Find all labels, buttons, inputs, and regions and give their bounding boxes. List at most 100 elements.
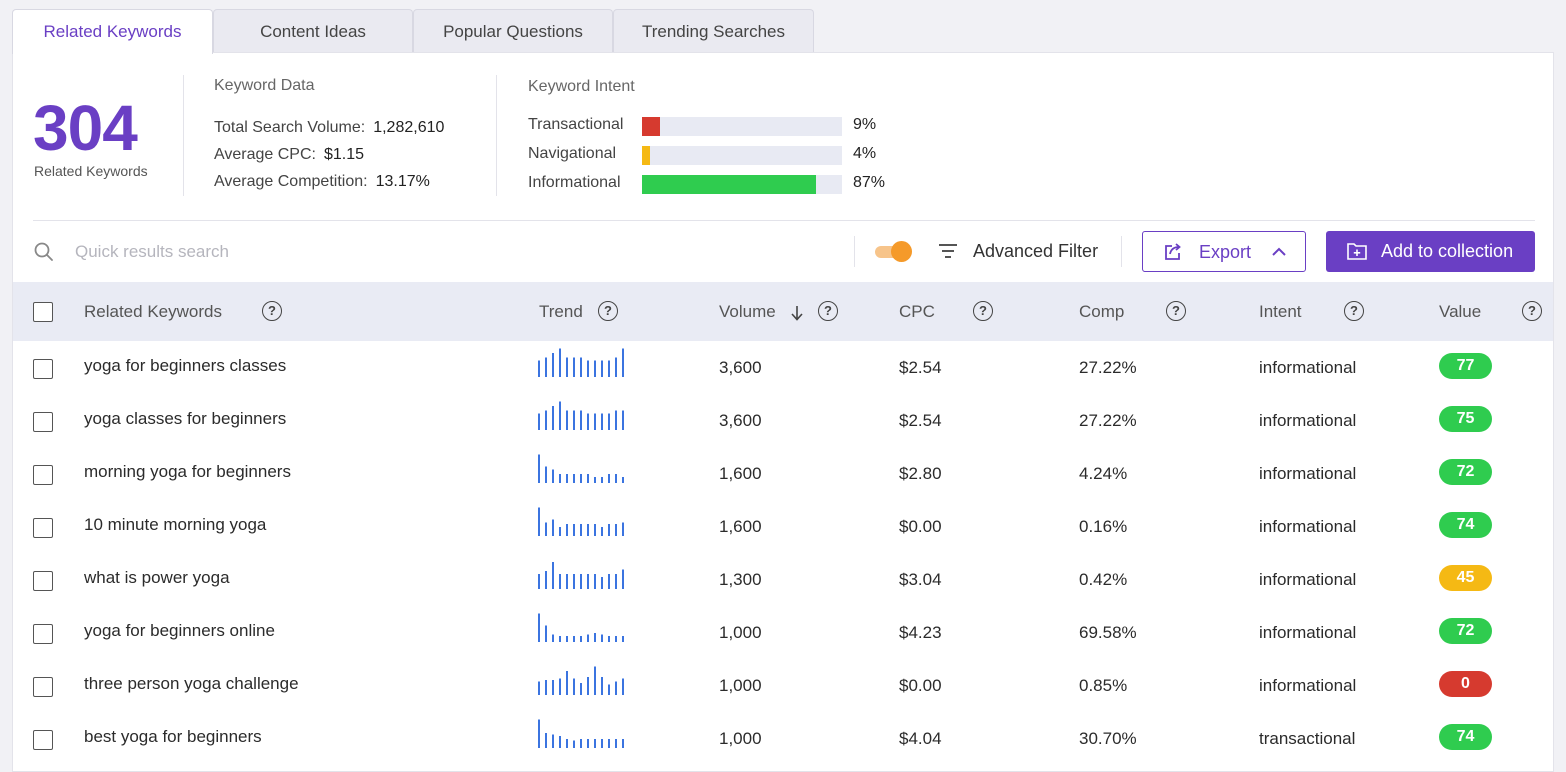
intent-percent: 4% (853, 145, 877, 162)
row-checkbox[interactable] (33, 465, 53, 485)
cpc-cell: $3.04 (899, 570, 942, 589)
row-checkbox[interactable] (33, 730, 53, 750)
header-trend[interactable]: Trend (539, 302, 583, 321)
tab-content-ideas[interactable]: Content Ideas (213, 9, 413, 53)
comp-cell: 0.42% (1079, 570, 1128, 589)
cpc-cell: $4.23 (899, 623, 942, 642)
table-row[interactable]: 10 minute morning yoga 1,600 $0.00 0.16%… (13, 500, 1553, 553)
row-checkbox[interactable] (33, 677, 53, 697)
table-header: Related Keywords ? Trend ? Volume ? CPC … (13, 282, 1553, 341)
header-related-keywords[interactable]: Related Keywords (84, 302, 222, 321)
trend-sparkline (538, 562, 624, 589)
row-checkbox[interactable] (33, 359, 53, 379)
comp-cell: 27.22% (1079, 411, 1137, 430)
keyword-cell[interactable]: best yoga for beginners (84, 727, 262, 746)
table-row[interactable]: yoga for beginners online 1,000 $4.23 69… (13, 606, 1553, 659)
tab-label: Trending Searches (641, 21, 785, 41)
help-icon[interactable]: ? (598, 301, 618, 321)
cpc-cell: $4.04 (899, 729, 942, 748)
header-intent[interactable]: Intent (1259, 302, 1302, 321)
filter-icon[interactable] (937, 241, 959, 261)
table-row[interactable]: yoga for beginners classes 3,600 $2.54 2… (13, 341, 1553, 394)
row-checkbox[interactable] (33, 571, 53, 591)
help-icon[interactable]: ? (1166, 301, 1186, 321)
keyword-cell[interactable]: morning yoga for beginners (84, 462, 291, 481)
table-row[interactable]: what is power yoga 1,300 $3.04 0.42% inf… (13, 553, 1553, 606)
total-search-volume: Total Search Volume: 1,282,610 (214, 119, 444, 137)
stat-value: 13.17% (375, 173, 430, 190)
comp-cell: 0.16% (1079, 517, 1128, 536)
add-to-collection-label: Add to collection (1381, 241, 1514, 261)
cpc-cell: $0.00 (899, 517, 942, 536)
keyword-cell[interactable]: yoga for beginners online (84, 621, 275, 640)
tab-trending-searches[interactable]: Trending Searches (613, 9, 814, 53)
volume-cell: 1,000 (719, 623, 762, 642)
keyword-cell[interactable]: what is power yoga (84, 568, 230, 587)
intent-bar-fill (642, 117, 660, 136)
help-icon[interactable]: ? (262, 301, 282, 321)
cpc-cell: $2.54 (899, 358, 942, 377)
quick-search-input[interactable] (75, 239, 835, 265)
keyword-cell[interactable]: yoga classes for beginners (84, 409, 287, 428)
intent-bar (642, 175, 842, 194)
intent-cell: transactional (1259, 729, 1356, 748)
stat-label: Average CPC: (214, 146, 316, 163)
intent-cell: informational (1259, 570, 1357, 589)
intent-bar-fill (642, 146, 650, 165)
divider (496, 75, 497, 196)
intent-cell: informational (1259, 517, 1357, 536)
help-icon[interactable]: ? (1522, 301, 1542, 321)
header-value[interactable]: Value (1439, 302, 1482, 321)
help-icon[interactable]: ? (818, 301, 838, 321)
tab-label: Related Keywords (43, 22, 182, 41)
value-badge: 77 (1439, 353, 1492, 379)
row-checkbox[interactable] (33, 518, 53, 538)
export-button[interactable]: Export (1142, 231, 1306, 272)
select-all-checkbox[interactable] (33, 302, 53, 322)
sort-down-icon[interactable] (790, 304, 804, 322)
keyword-cell[interactable]: yoga for beginners classes (84, 356, 287, 375)
divider (183, 75, 184, 196)
share-icon (1165, 243, 1181, 260)
toggle-knob (891, 241, 912, 262)
value-badge: 74 (1439, 724, 1492, 750)
toggle-switch[interactable] (875, 241, 912, 262)
divider (33, 220, 1535, 221)
volume-cell: 1,000 (719, 729, 762, 748)
help-icon[interactable]: ? (973, 301, 993, 321)
table-row[interactable]: morning yoga for beginners 1,600 $2.80 4… (13, 447, 1553, 500)
intent-bar (642, 117, 842, 136)
divider (1121, 236, 1122, 267)
trend-sparkline (538, 401, 624, 430)
advanced-filter-button[interactable]: Advanced Filter (973, 241, 1099, 261)
comp-cell: 27.22% (1079, 358, 1137, 377)
value-badge: 72 (1439, 618, 1492, 644)
table-row[interactable]: yoga classes for beginners 3,600 $2.54 2… (13, 394, 1553, 447)
average-cpc: Average CPC: $1.15 (214, 146, 364, 164)
value-badge: 74 (1439, 512, 1492, 538)
keyword-count-label: Related Keywords (34, 163, 148, 179)
header-volume[interactable]: Volume (719, 302, 776, 321)
cpc-cell: $0.00 (899, 676, 942, 695)
comp-cell: 0.85% (1079, 676, 1128, 695)
stat-label: Average Competition: (214, 173, 368, 190)
divider (854, 236, 855, 267)
tab-related-keywords[interactable]: Related Keywords (12, 9, 213, 54)
intent-cell: informational (1259, 623, 1357, 642)
keyword-cell[interactable]: 10 minute morning yoga (84, 515, 267, 534)
keyword-cell[interactable]: three person yoga challenge (84, 674, 299, 693)
row-checkbox[interactable] (33, 412, 53, 432)
volume-cell: 3,600 (719, 358, 762, 377)
intent-cell: informational (1259, 676, 1357, 695)
header-comp[interactable]: Comp (1079, 302, 1125, 321)
add-to-collection-button[interactable]: Add to collection (1326, 231, 1535, 272)
results-panel: 304 Related Keywords Keyword Data Total … (12, 52, 1554, 772)
table-row[interactable]: three person yoga challenge 1,000 $0.00 … (13, 659, 1553, 712)
row-checkbox[interactable] (33, 624, 53, 644)
header-cpc[interactable]: CPC (899, 302, 935, 321)
table-row[interactable]: best yoga for beginners 1,000 $4.04 30.7… (13, 712, 1553, 765)
value-badge: 72 (1439, 459, 1492, 485)
average-competition: Average Competition: 13.17% (214, 173, 430, 191)
tab-popular-questions[interactable]: Popular Questions (413, 9, 613, 53)
help-icon[interactable]: ? (1344, 301, 1364, 321)
